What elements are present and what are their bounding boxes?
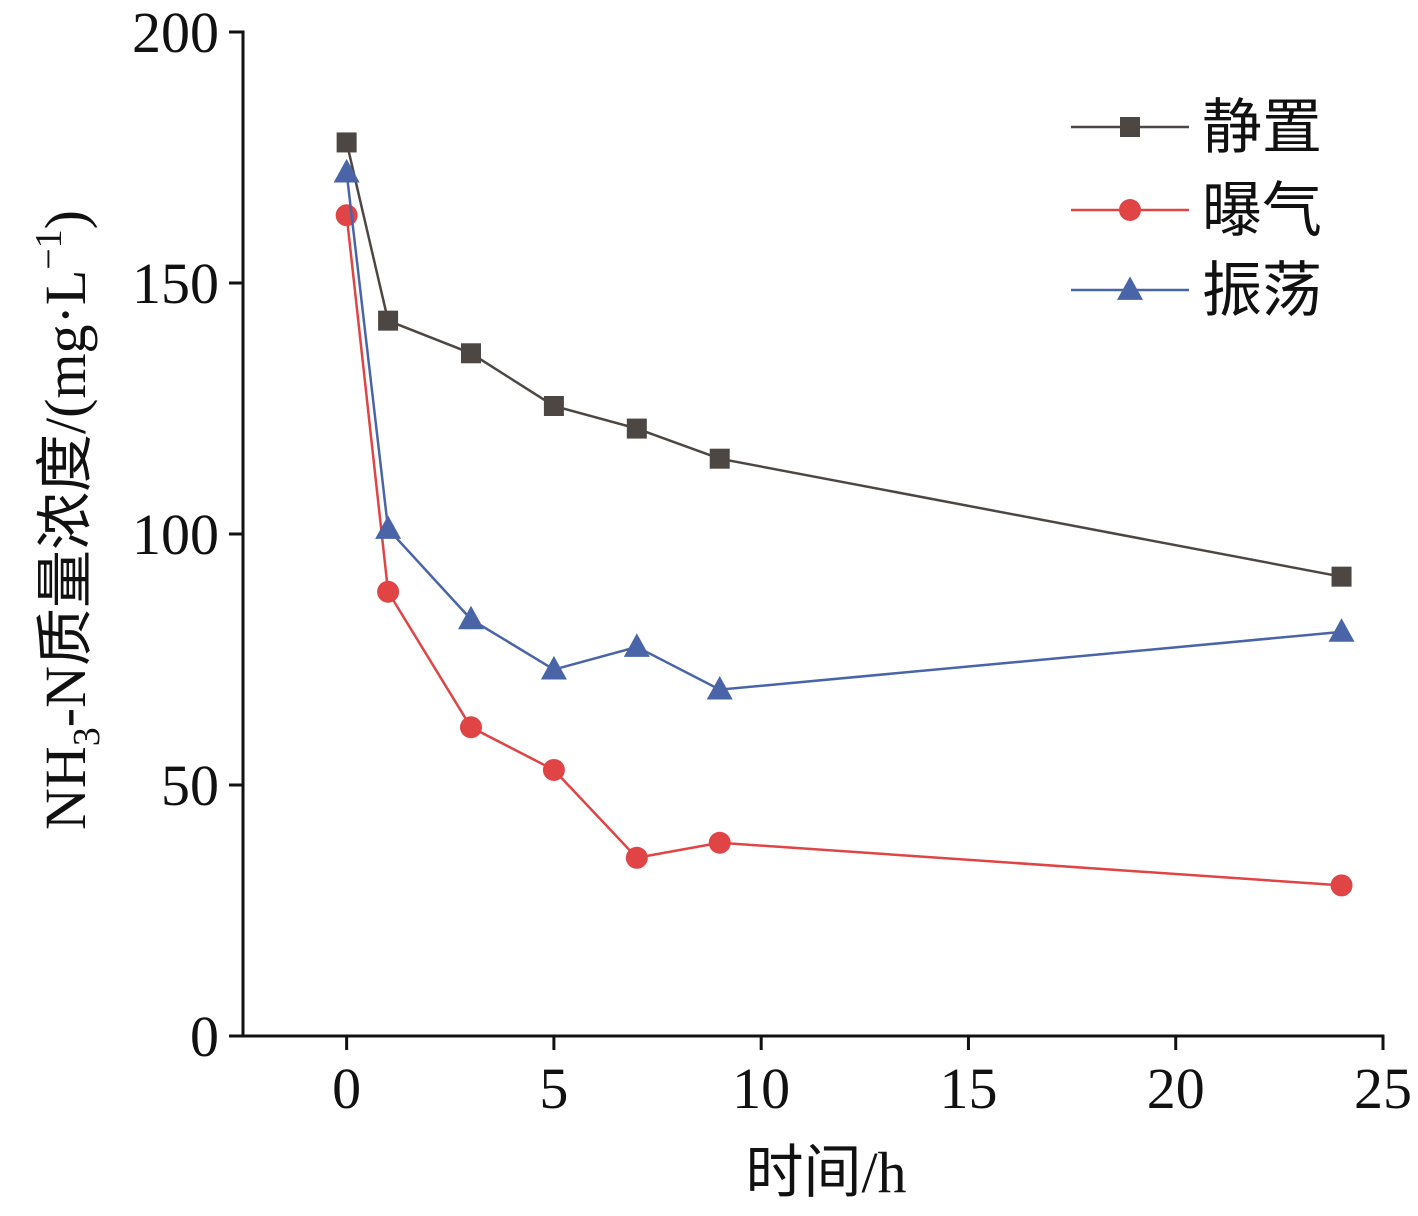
y-axis-title-prefix: NH [33,746,98,830]
data-point [543,395,564,416]
legend-item: 曝气 [1071,176,1322,246]
legend-label: 曝气 [1202,176,1322,246]
x-tick-label: 0 [332,1056,361,1121]
series-line [345,215,1342,887]
series-square [336,132,1352,587]
y-axis-title-superscript: −1 [28,229,70,269]
data-point [460,716,482,739]
series-line [345,172,1342,691]
data-point [542,758,565,781]
y-tick-label: 150 [132,251,219,316]
data-point [540,655,567,680]
data-point [1328,618,1355,642]
legend-item: 静置 [1071,93,1322,163]
data-point [625,846,648,869]
legend-marker [1117,276,1143,300]
legend-marker [1119,199,1141,221]
x-ticks: 0 5 10 15 20 25 [332,1036,1412,1121]
legend-marker [1120,117,1140,137]
data-point [708,831,731,854]
y-tick-label: 50 [161,753,219,818]
y-tick-label: 100 [132,502,219,567]
data-point [623,633,650,657]
y-axis-title-middle: -N质量浓度/(mg·L [33,270,98,728]
data-point [336,132,357,153]
series-layer [333,132,1355,897]
x-tick-label: 20 [1147,1056,1205,1121]
x-tick-label: 5 [539,1056,568,1121]
series-circle [335,204,1353,897]
data-point [335,204,358,227]
data-point [377,580,400,603]
series-line [345,142,1342,578]
data-point [709,448,730,469]
data-point [378,310,399,331]
data-point [1331,566,1352,587]
data-point [375,515,402,539]
y-axis-title-subscript: 3 [66,727,108,746]
x-axis-title: 时间/h [745,1140,906,1205]
data-point [1330,874,1353,897]
legend-label: 振荡 [1202,256,1322,326]
y-axis-title-suffix: ) [33,210,98,229]
data-point [461,343,481,364]
legend-item: 振荡 [1071,256,1322,326]
series-triangle [333,158,1355,700]
data-point [626,418,647,439]
x-tick-label: 10 [732,1056,790,1121]
x-tick-label: 25 [1354,1056,1412,1121]
y-axis-title: NH3-N质量浓度/(mg·L−1) [28,210,108,830]
data-point [706,675,733,700]
x-tick-label: 15 [939,1056,997,1121]
legend-label: 静置 [1202,93,1322,163]
data-point [333,158,360,183]
y-tick-label: 200 [132,0,219,65]
data-point [458,605,484,630]
y-tick-label: 0 [190,1004,219,1069]
y-ticks: 0 50 100 150 200 [132,0,243,1069]
